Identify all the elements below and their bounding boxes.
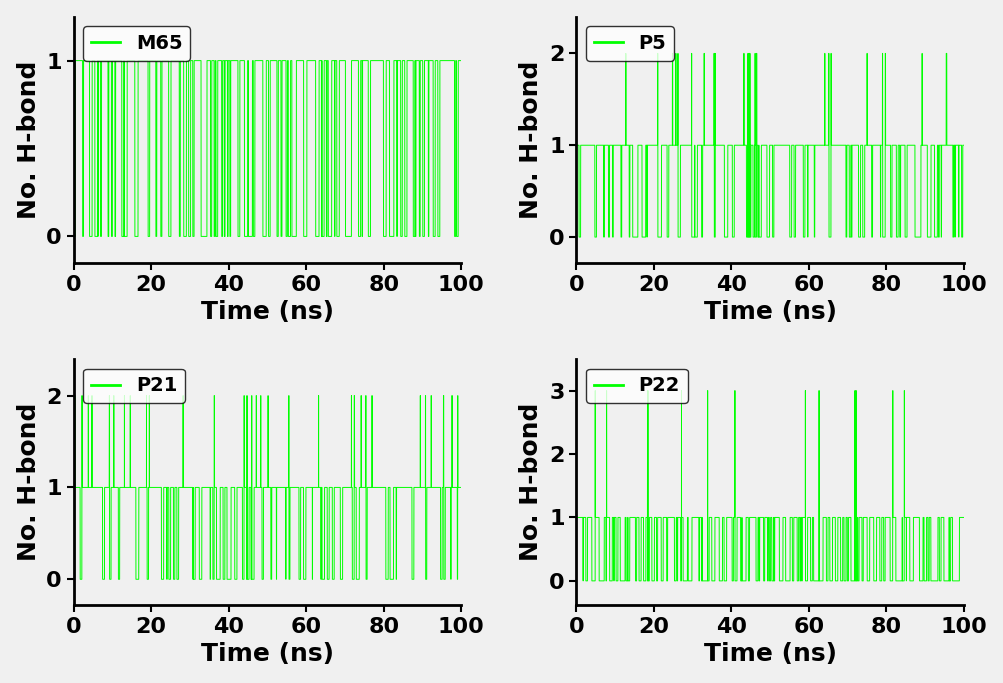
X-axis label: Time (ns): Time (ns): [703, 300, 835, 324]
X-axis label: Time (ns): Time (ns): [201, 300, 334, 324]
Y-axis label: No. H-bond: No. H-bond: [17, 61, 41, 219]
Y-axis label: No. H-bond: No. H-bond: [519, 403, 543, 561]
Legend: P21: P21: [83, 369, 185, 403]
X-axis label: Time (ns): Time (ns): [201, 642, 334, 667]
Legend: P5: P5: [586, 27, 673, 61]
Y-axis label: No. H-bond: No. H-bond: [17, 403, 41, 561]
X-axis label: Time (ns): Time (ns): [703, 642, 835, 667]
Y-axis label: No. H-bond: No. H-bond: [519, 61, 543, 219]
Legend: P22: P22: [586, 369, 687, 403]
Legend: M65: M65: [83, 27, 191, 61]
